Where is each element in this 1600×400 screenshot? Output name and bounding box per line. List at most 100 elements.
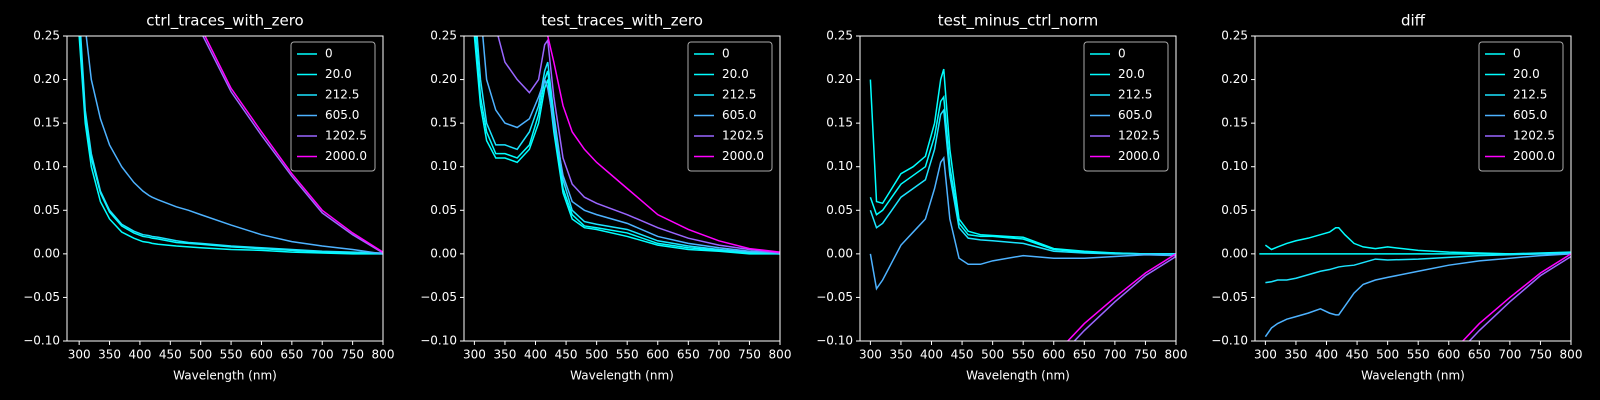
legend-label: 20.0: [325, 67, 352, 81]
y-tick-label: 0.00: [1221, 246, 1248, 260]
x-tick-label: 450: [555, 348, 578, 362]
x-tick-label: 700: [1498, 348, 1521, 362]
series-line: [869, 155, 1176, 291]
y-tick-label: −0.10: [23, 334, 60, 348]
x-tick-label: 750: [341, 348, 364, 362]
series-line: [1066, 253, 1176, 341]
y-tick-label: 0.05: [33, 203, 60, 217]
series-line: [1264, 226, 1571, 255]
x-tick-label: 750: [1134, 348, 1157, 362]
subplot: ctrl_traces_with_zero Wavelength (nm) 300 3…: [23, 12, 394, 383]
legend-label: 2000.0: [1118, 149, 1160, 163]
series-line: [546, 36, 780, 253]
x-tick-label: 600: [1042, 348, 1065, 362]
legend-label: 20.0: [1513, 67, 1540, 81]
x-tick-label: 600: [1437, 348, 1460, 362]
x-tick-label: 650: [1468, 348, 1491, 362]
y-tick-label: 0.00: [826, 246, 853, 260]
y-tick-label: 0.10: [33, 159, 60, 173]
legend-label: 2000.0: [1513, 149, 1555, 163]
x-tick-label: 500: [981, 348, 1004, 362]
x-tick-label: 400: [920, 348, 943, 362]
axes-frame: [1254, 35, 1572, 342]
x-axis-label: Wavelength (nm): [966, 369, 1070, 383]
legend-label: 212.5: [722, 88, 756, 102]
x-tick-label: 650: [677, 348, 700, 362]
x-tick-label: 700: [311, 348, 334, 362]
subplot-title: diff: [1401, 12, 1426, 30]
legend-label: 212.5: [1118, 88, 1152, 102]
x-tick-label: 350: [493, 348, 516, 362]
series-line: [204, 36, 383, 253]
x-tick-label: 800: [769, 348, 792, 362]
y-tick-label: −0.10: [420, 334, 457, 348]
x-tick-label: 300: [68, 348, 91, 362]
y-tick-label: 0.15: [1221, 116, 1248, 130]
x-tick-label: 550: [616, 348, 639, 362]
y-tick-label: 0.05: [430, 203, 457, 217]
legend-label: 1202.5: [722, 129, 764, 143]
x-tick-label: 400: [1315, 348, 1338, 362]
series-line: [202, 36, 383, 254]
x-tick-label: 300: [859, 348, 882, 362]
y-tick-label: 0.20: [430, 72, 457, 86]
y-tick-label: 0.05: [1221, 203, 1248, 217]
y-tick-label: 0.00: [33, 246, 60, 260]
x-tick-label: 350: [1284, 348, 1307, 362]
plot-area: [869, 68, 1176, 341]
x-tick-label: 300: [463, 348, 486, 362]
x-tick-label: 800: [1560, 348, 1583, 362]
legend-label: 605.0: [1513, 108, 1547, 122]
plot-area: [1259, 226, 1571, 341]
series-line: [869, 94, 1176, 255]
x-tick-label: 650: [280, 348, 303, 362]
series-line: [869, 68, 1176, 255]
legend: 0 20.0 212.5 605.0 1202.5 2000.0: [1478, 41, 1564, 172]
x-tick-label: 500: [585, 348, 608, 362]
y-tick-label: 0.10: [1221, 159, 1248, 173]
subplot-title: test_traces_with_zero: [541, 12, 703, 31]
x-tick-label: 700: [1103, 348, 1126, 362]
x-tick-label: 500: [1376, 348, 1399, 362]
x-tick-label: 550: [1407, 348, 1430, 362]
axes-frame: [859, 35, 1177, 342]
axes-frame: [66, 35, 384, 342]
legend: 0 20.0 212.5 605.0 1202.5 2000.0: [290, 41, 376, 172]
y-tick-label: 0.25: [33, 29, 60, 43]
y-tick-label: −0.05: [1211, 290, 1248, 304]
x-tick-label: 750: [1529, 348, 1552, 362]
x-axis-label: Wavelength (nm): [173, 369, 277, 383]
y-tick-label: 0.20: [33, 72, 60, 86]
series-line: [1265, 252, 1571, 284]
y-tick-label: −0.05: [23, 290, 60, 304]
y-tick-label: 0.25: [1221, 29, 1248, 43]
subplot: diff Wavelength (nm) 300 350 400 450 500 550 600…: [1211, 12, 1583, 383]
x-tick-label: 400: [128, 348, 151, 362]
legend-label: 0: [1118, 47, 1126, 61]
y-tick-label: −0.05: [816, 290, 853, 304]
y-tick-label: 0.25: [430, 29, 457, 43]
legend-label: 212.5: [325, 88, 359, 102]
x-tick-label: 600: [646, 348, 669, 362]
legend-label: 2000.0: [722, 149, 764, 163]
series-line: [1461, 253, 1571, 341]
series-line: [78, 36, 383, 255]
x-tick-label: 750: [738, 348, 761, 362]
legend-label: 605.0: [1118, 108, 1152, 122]
series-line: [1264, 253, 1571, 338]
x-tick-label: 300: [1254, 348, 1277, 362]
legend-label: 605.0: [722, 108, 756, 122]
x-tick-label: 800: [1165, 348, 1188, 362]
legend-label: 0: [722, 47, 730, 61]
x-tick-label: 450: [1346, 348, 1369, 362]
series-line: [482, 36, 780, 254]
plot-area: [78, 36, 383, 255]
x-tick-label: 500: [189, 348, 212, 362]
legend-label: 212.5: [1513, 88, 1547, 102]
y-tick-label: 0.20: [1221, 72, 1248, 86]
legend-label: 1202.5: [1513, 129, 1555, 143]
legend-label: 20.0: [1118, 67, 1145, 81]
y-tick-label: 0.10: [826, 159, 853, 173]
